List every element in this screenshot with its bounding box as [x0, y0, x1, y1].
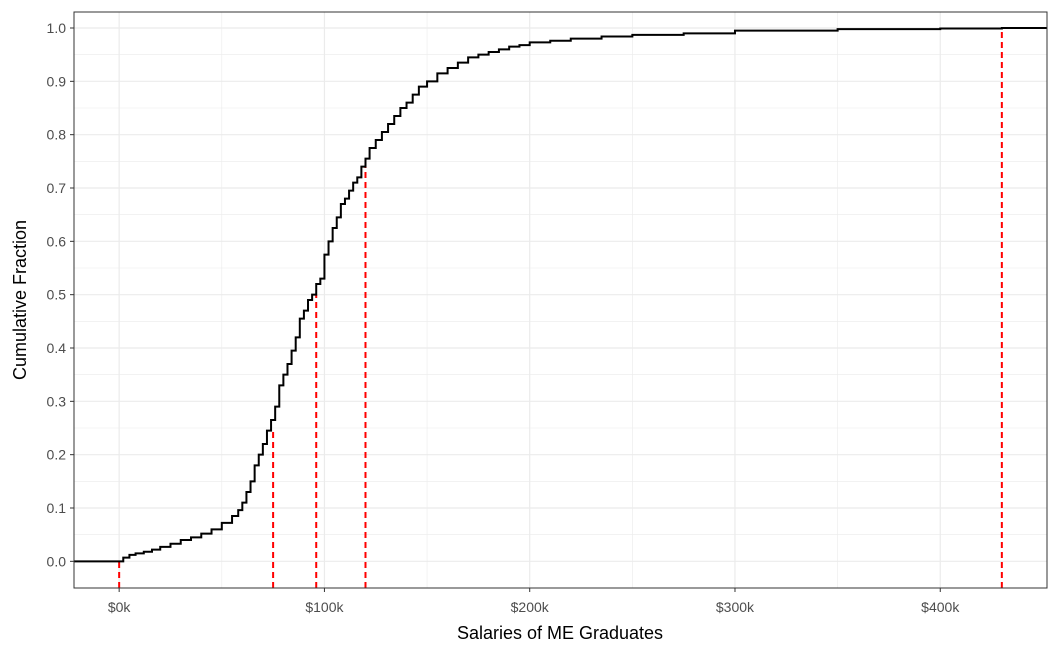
y-tick-label-3: 0.3: [47, 393, 67, 409]
x-tick-label-3: $300k: [716, 599, 755, 615]
y-tick-label-9: 0.9: [47, 73, 67, 89]
y-tick-label-2: 0.2: [47, 447, 67, 463]
x-tick-label-0: $0k: [108, 599, 132, 615]
y-tick-label-6: 0.6: [47, 233, 67, 249]
ecdf-step-line-0: [74, 27, 1047, 563]
x-axis-title: Salaries of ME Graduates: [457, 623, 663, 643]
y-tick-label-4: 0.4: [47, 340, 67, 356]
x-tick-label-1: $100k: [305, 599, 344, 615]
y-tick-label-10: 1.0: [47, 20, 67, 36]
minor-gridlines: [74, 12, 1047, 588]
x-axis-ticks: $0k $100k $200k $300k $400k: [108, 588, 960, 615]
reference-lines: [118, 28, 1003, 588]
x-tick-label-2: $200k: [511, 599, 550, 615]
panel-background: [74, 12, 1047, 588]
y-tick-label-5: 0.5: [47, 287, 67, 303]
y-tick-label-7: 0.7: [47, 180, 67, 196]
x-tick-label-4: $400k: [921, 599, 960, 615]
panel-border: [73, 11, 1048, 589]
y-axis-title: Cumulative Fraction: [10, 220, 30, 380]
series-layer: [74, 27, 1047, 563]
y-tick-label-8: 0.8: [47, 127, 67, 143]
major-gridlines: [74, 12, 1047, 588]
y-tick-label-0: 0.0: [47, 553, 67, 569]
y-axis-ticks: 0.0 0.1 0.2 0.3 0.4 0.5 0.6 0.7 0.8 0.9 1.0: [47, 20, 74, 569]
y-tick-label-1: 0.1: [47, 500, 67, 516]
